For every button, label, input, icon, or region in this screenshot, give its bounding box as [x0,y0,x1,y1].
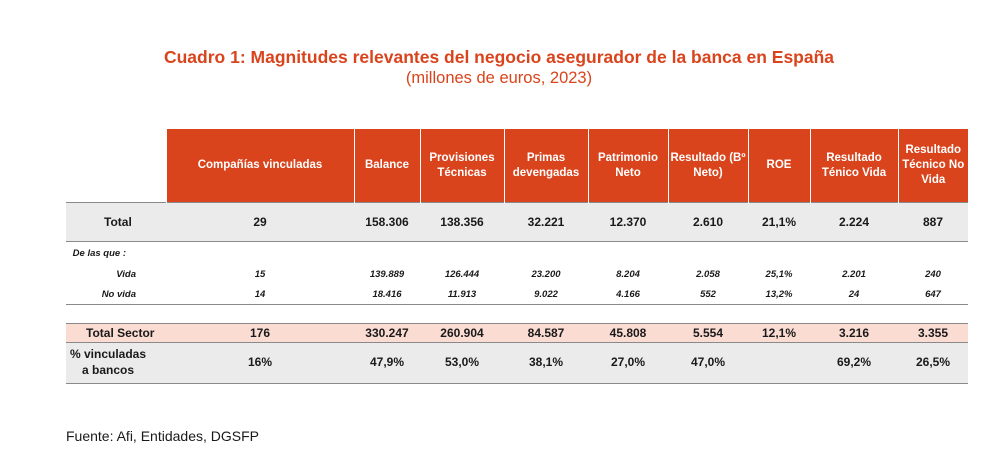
row-pct-vinculadas: % vinculadas a bancos 16% 47,9% 53,0% 38… [66,342,968,384]
cell-resultado: 2.058 [696,268,720,280]
cell-resultado-no-vida: 26,5% [898,342,968,384]
row-total: Total 29 158.306 138.356 32.221 12.370 2… [66,202,968,242]
cell-resultado-no-vida: 240 [925,268,941,280]
cell-resultado-vida: 69,2% [810,342,898,384]
cell-primas: 9.022 [504,284,588,305]
cell-roe: 25,1% [765,268,793,280]
cell-patrimonio: 45.808 [588,323,668,343]
cell-balance: 158.306 [354,202,420,242]
cell-primas: 32.221 [504,202,588,242]
row-label: De las que : [72,247,126,259]
cell-patrimonio: 4.166 [588,284,668,305]
row-de-las-que: De las que : [66,242,968,265]
cell-resultado: 5.554 [668,323,748,343]
header-provisiones: Provisiones Técnicas [419,129,504,203]
header-patrimonio: Patrimonio Neto [587,129,668,203]
cell-patrimonio: 8.204 [616,268,640,280]
cell-primas: 38,1% [504,342,588,384]
row-label: Total [66,202,166,242]
cell-roe [748,342,810,384]
cell-companias: 16% [166,342,354,384]
source-note: Fuente: Afi, Entidades, DGSFP [66,428,259,444]
cell-balance: 139.889 [369,268,405,280]
cell-companias: 29 [166,202,354,242]
cell-resultado-no-vida: 887 [898,202,968,242]
cell-balance: 47,9% [354,342,420,384]
cell-resultado-vida: 2.201 [842,268,866,280]
cell-provisiones: 260.904 [420,323,504,343]
cell-provisiones: 126.444 [444,268,480,280]
header-resultado-no-vida: Resultado Técnico No Vida [897,129,968,203]
cell-provisiones: 138.356 [420,202,504,242]
header-companias: Compañías vinculadas [165,129,354,203]
row-label: Vida [116,268,136,280]
cell-resultado: 47,0% [668,342,748,384]
cell-roe: 13,2% [748,284,810,305]
row-vida: Vida 15 139.889 126.444 23.200 8.204 2.0… [66,264,968,284]
header-row: Compañías vinculadas Balance Provisiones… [66,129,968,203]
table-title: Cuadro 1: Magnitudes relevantes del nego… [163,47,835,67]
cell-resultado-vida: 24 [810,284,898,305]
header-resultado: Resultado (Bº Neto) [667,129,748,203]
cell-resultado-no-vida: 3.355 [898,323,968,343]
cell-primas: 23.200 [531,268,561,280]
cell-resultado-no-vida: 647 [898,284,968,305]
cell-resultado: 552 [668,284,748,305]
header-balance: Balance [353,129,420,203]
table-subtitle: (millones de euros, 2023) [405,69,593,87]
cell-resultado: 2.610 [668,202,748,242]
cell-patrimonio: 27,0% [588,342,668,384]
cell-patrimonio: 12.370 [588,202,668,242]
cell-provisiones: 53,0% [420,342,504,384]
header-roe: ROE [747,129,810,203]
row-total-sector: Total Sector 176 330.247 260.904 84.587 … [66,323,968,343]
header-blank-cell [66,129,166,203]
row-label: No vida [66,284,166,305]
cell-companias: 14 [166,284,354,305]
cell-roe: 21,1% [748,202,810,242]
header-primas: Primas devengadas [503,129,588,203]
cell-companias: 176 [166,323,354,343]
row-label: % vinculadas a bancos [66,342,166,384]
header-resultado-vida: Resultado Ténico Vida [809,129,898,203]
cell-balance: 330.247 [354,323,420,343]
cell-provisiones: 11.913 [420,284,504,305]
cell-resultado-vida: 3.216 [810,323,898,343]
cell-resultado-vida: 2.224 [810,202,898,242]
cell-primas: 84.587 [504,323,588,343]
insurance-table: Compañías vinculadas Balance Provisiones… [66,129,968,384]
cell-balance: 18.416 [354,284,420,305]
cell-companias: 15 [254,268,266,280]
cell-roe: 12,1% [748,323,810,343]
row-label: Total Sector [66,323,166,343]
spacer-row [66,305,968,324]
row-no-vida: No vida 14 18.416 11.913 9.022 4.166 552… [66,284,968,305]
